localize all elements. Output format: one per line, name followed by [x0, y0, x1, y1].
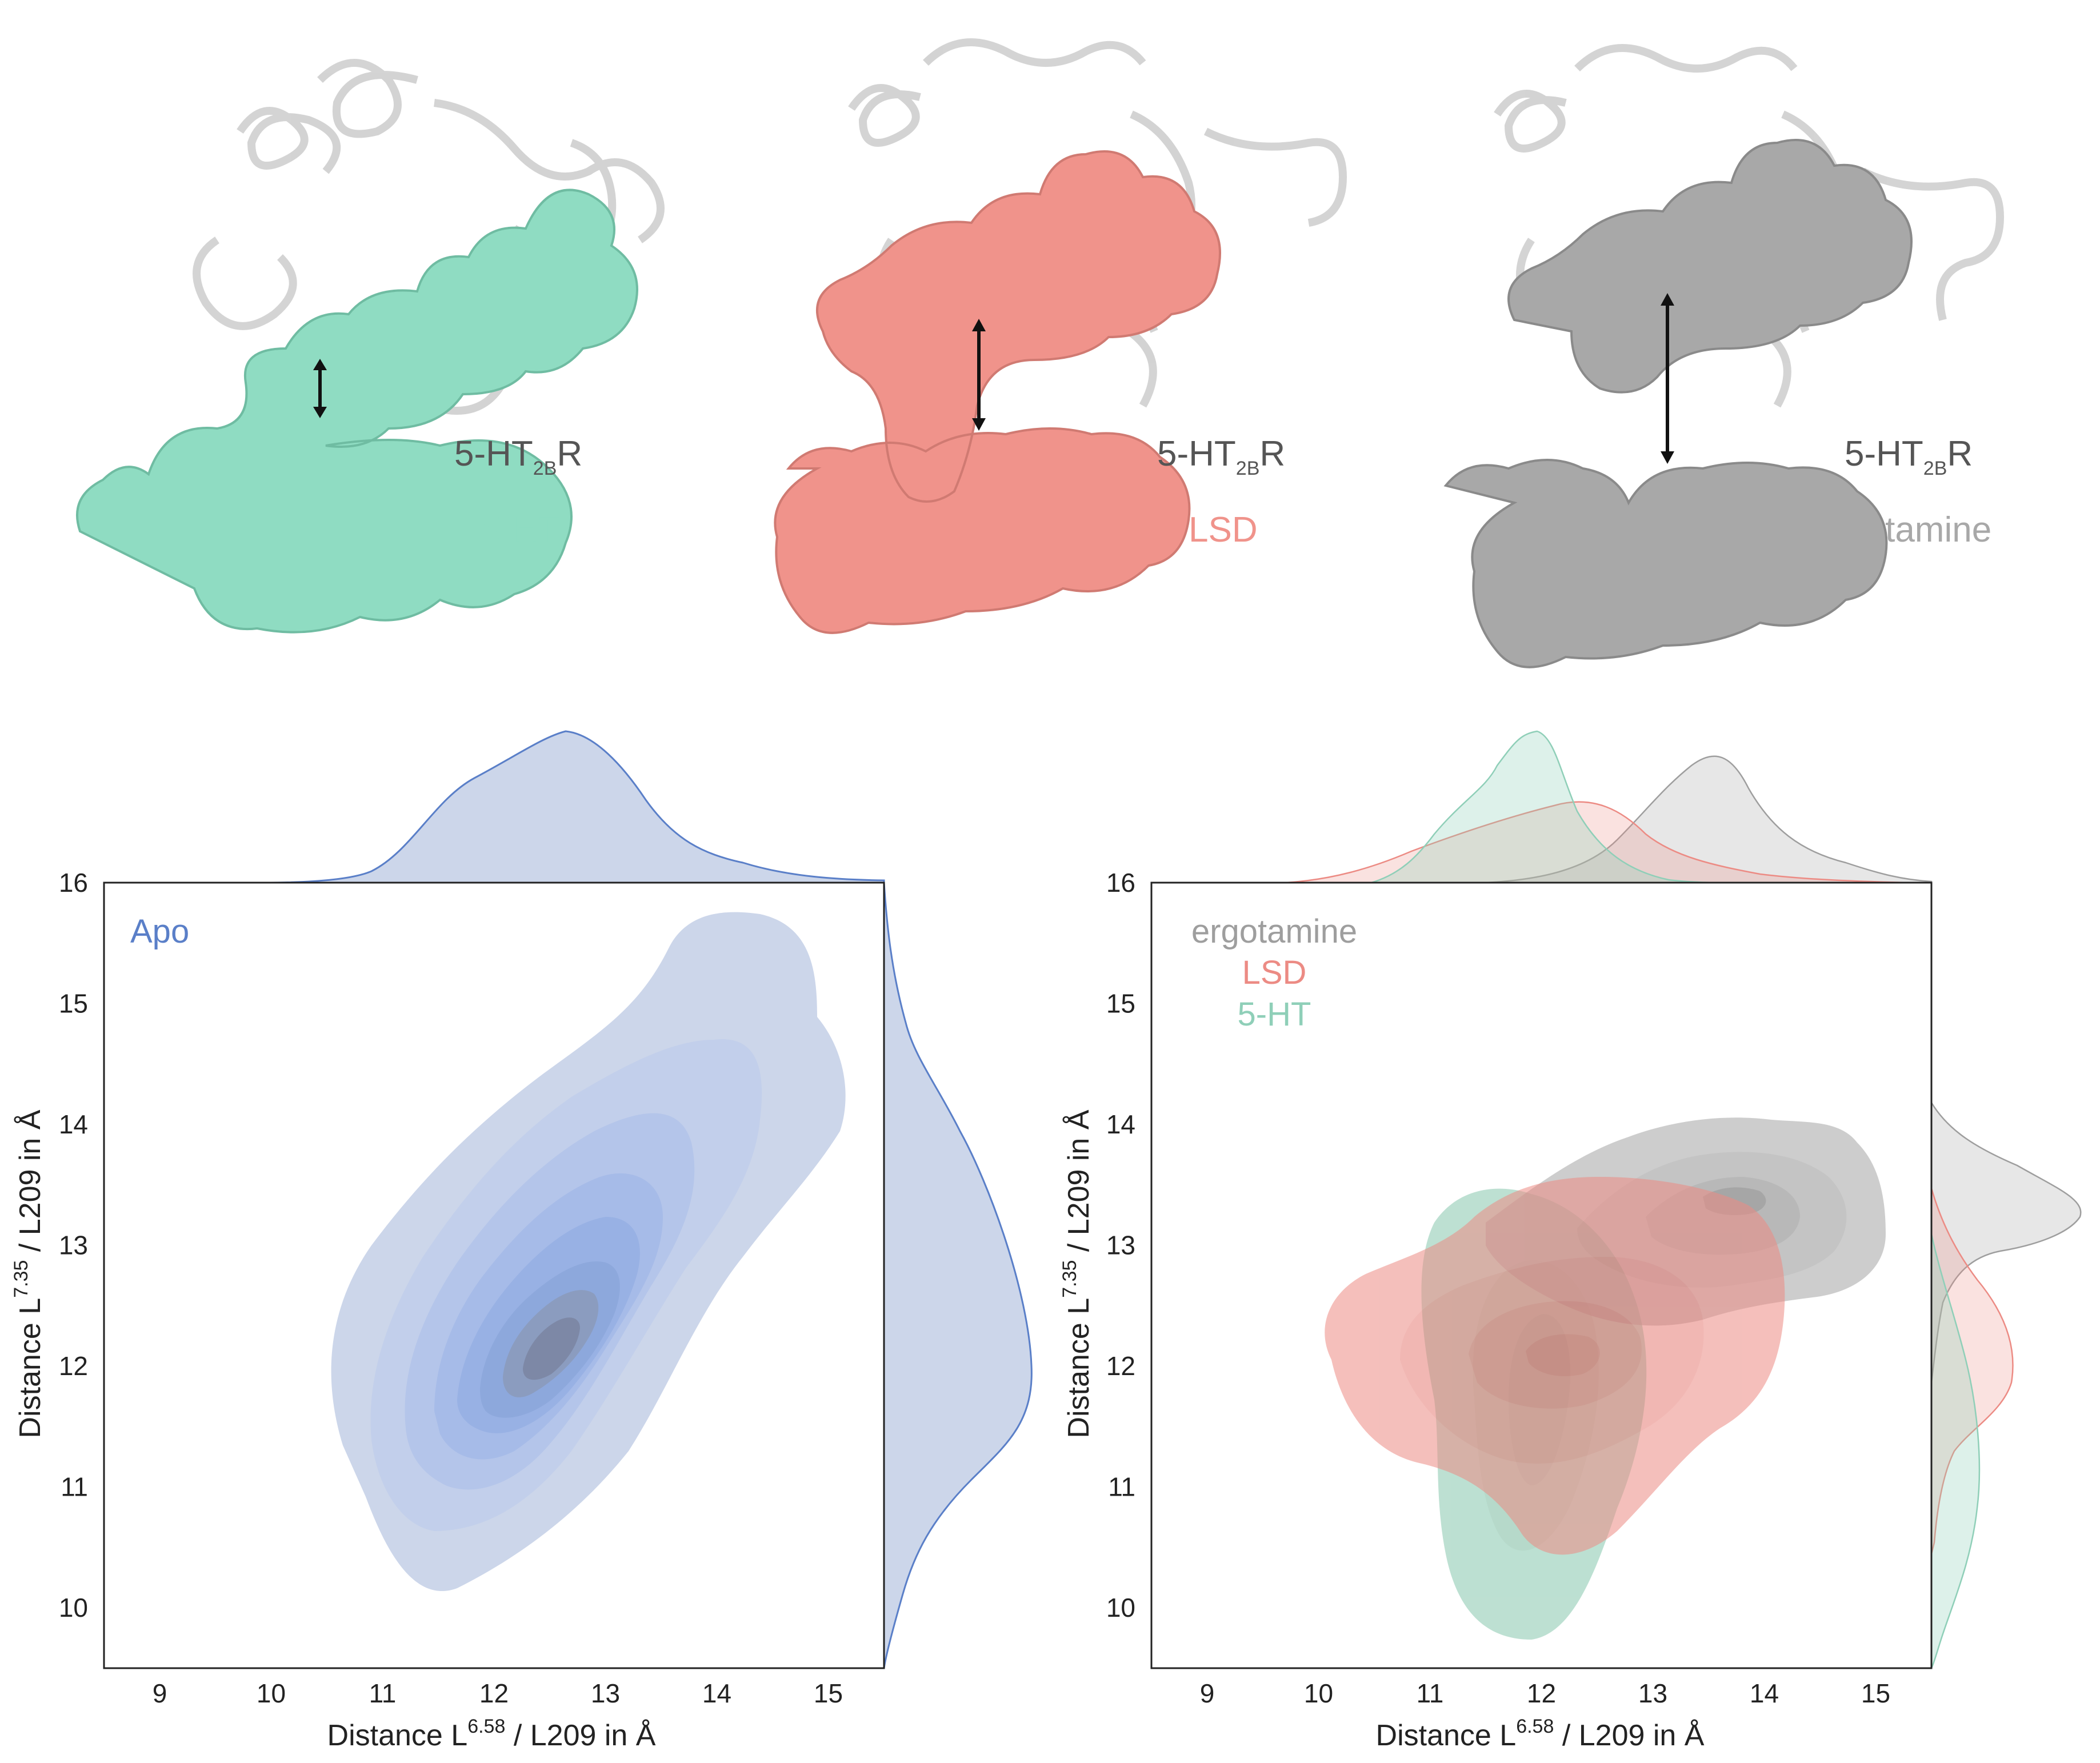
y-tick-label: 12: [59, 1351, 88, 1381]
y-tick-label: 15: [1106, 989, 1135, 1019]
marginal-y-ergotamine: [1930, 1100, 2082, 1383]
x-tick-label: 11: [369, 1678, 397, 1708]
receptor-label: 5-HT2BR: [1845, 434, 1973, 479]
marginal-x-lsd: [1285, 801, 1909, 884]
y-tick-label: 11: [1108, 1472, 1135, 1502]
arrow-heads: [972, 319, 986, 431]
chart-apo: 9 10 11 12 13 14 15 10 11 12 13 14 15 16 Apo Distance…: [10, 730, 1033, 1752]
marginal-x-ergotamine: [1485, 755, 1933, 884]
y-tick-label: 12: [1106, 1351, 1135, 1381]
receptor-label: 5-HT2BR: [454, 434, 582, 479]
chart-ligands: 9 10 11 12 13 14 15 10 11 12 13 14 15 16 ergotamine L…: [1059, 730, 2082, 1752]
structure-panel-lsd: 5-HT2BR LSD: [774, 38, 1347, 634]
x-axis-label: Distance L6.58 / L209 in Å: [327, 1716, 656, 1752]
x-tick-label: 15: [814, 1678, 843, 1708]
ligand-surface-ergotamine: [1443, 139, 1913, 668]
kde-ligands: [1325, 1117, 1886, 1640]
y-tick-label: 15: [59, 989, 88, 1019]
kde-level-8: [523, 1317, 580, 1380]
y-axis-label: Distance L7.35 / L209 in Å: [1059, 1109, 1095, 1438]
x-tick-label: 11: [1417, 1678, 1444, 1708]
legend-ergotamine: ergotamine: [1191, 913, 1357, 950]
axes-apo: 9 10 11 12 13 14 15 10 11 12 13 14 15 16: [59, 868, 843, 1708]
y-tick-label: 16: [59, 868, 88, 897]
plot-frame: [1150, 882, 1933, 1669]
ligand-label-ergotamine: ergotamine: [1814, 510, 1991, 550]
x-tick-label: 12: [479, 1678, 509, 1708]
marginal-x-apo: [262, 730, 885, 884]
kde-lsd-level-4: [1526, 1334, 1600, 1376]
y-tick-label: 10: [59, 1593, 88, 1622]
x-tick-label: 10: [257, 1678, 286, 1708]
kde-apo: [331, 912, 846, 1592]
ligand-label-5ht: 5-HT: [482, 510, 561, 550]
kde-lsd: [1325, 1177, 1785, 1555]
x-tick-label: 13: [1638, 1678, 1667, 1708]
y-tick-label: 10: [1106, 1593, 1135, 1622]
x-tick-label: 13: [591, 1678, 620, 1708]
y-tick-label: 14: [1106, 1109, 1135, 1139]
ligand-surface-5ht: [76, 189, 638, 634]
structure-panel-ergotamine: 5-HT2BR ergotamine: [1443, 44, 2005, 668]
x-tick-label: 10: [1304, 1678, 1333, 1708]
x-tick-label: 9: [1200, 1678, 1215, 1708]
legend-apo: Apo: [130, 913, 189, 950]
marginal-y-5ht: [1930, 1233, 1981, 1669]
y-axis-label: Distance L7.35 / L209 in Å: [10, 1109, 47, 1438]
y-tick-label: 13: [59, 1231, 88, 1260]
x-axis-label: Distance L6.58 / L209 in Å: [1376, 1716, 1705, 1752]
y-tick-label: 14: [59, 1109, 88, 1139]
structure-panel-5ht: 5-HT2BR 5-HT: [76, 59, 665, 634]
receptor-label: 5-HT2BR: [1157, 434, 1285, 479]
legend-5ht: 5-HT: [1238, 996, 1311, 1033]
ligand-label-lsd: LSD: [1189, 510, 1258, 550]
marginal-x-5ht: [1371, 730, 1726, 884]
marginal-y-apo: [883, 882, 1033, 1669]
ligand-surface-lsd: [774, 150, 1221, 634]
x-tick-label: 12: [1527, 1678, 1556, 1708]
x-tick-label: 15: [1861, 1678, 1890, 1708]
x-tick-label: 9: [153, 1678, 167, 1708]
marginal-y-lsd: [1930, 1188, 2014, 1554]
axes-ligands: 9 10 11 12 13 14 15 10 11 12 13 14 15 16: [1106, 868, 1890, 1708]
y-tick-label: 11: [61, 1472, 88, 1502]
x-tick-label: 14: [1750, 1678, 1779, 1708]
x-tick-label: 14: [702, 1678, 731, 1708]
y-tick-label: 13: [1106, 1231, 1135, 1260]
plot-frame: [103, 882, 885, 1669]
y-tick-label: 16: [1106, 868, 1135, 897]
legend-lsd: LSD: [1242, 954, 1307, 991]
